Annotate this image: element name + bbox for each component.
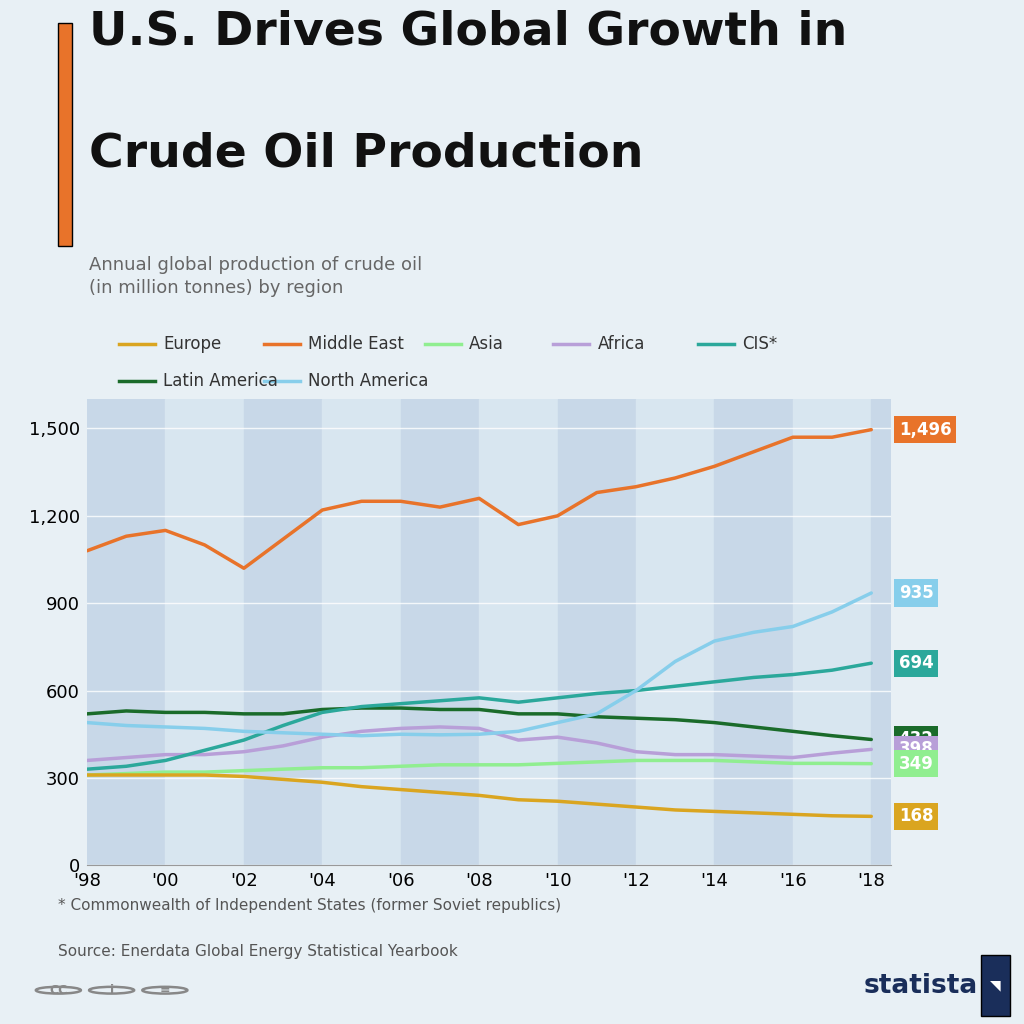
Bar <box>558 399 636 865</box>
Text: 1,496: 1,496 <box>899 421 951 438</box>
Bar <box>715 399 793 865</box>
Bar <box>400 399 479 865</box>
Text: CC: CC <box>49 984 68 996</box>
Text: Latin America: Latin America <box>164 372 279 390</box>
Bar <box>479 399 558 865</box>
FancyBboxPatch shape <box>981 954 1010 1016</box>
Text: Asia: Asia <box>469 335 504 353</box>
Text: ◥: ◥ <box>990 979 1000 992</box>
Text: North America: North America <box>308 372 428 390</box>
Text: 694: 694 <box>899 654 934 672</box>
Bar <box>244 399 323 865</box>
Text: i: i <box>110 984 114 996</box>
Bar <box>871 399 949 865</box>
Text: Africa: Africa <box>597 335 645 353</box>
Text: 349: 349 <box>899 755 934 773</box>
Text: Annual global production of crude oil
(in million tonnes) by region: Annual global production of crude oil (i… <box>89 256 422 297</box>
Bar <box>87 399 166 865</box>
Text: Source: Enerdata Global Energy Statistical Yearbook: Source: Enerdata Global Energy Statistic… <box>58 944 458 959</box>
Bar <box>636 399 715 865</box>
Text: Crude Oil Production: Crude Oil Production <box>89 131 644 176</box>
Text: CIS*: CIS* <box>742 335 777 353</box>
Text: 432: 432 <box>899 730 934 749</box>
Text: 398: 398 <box>899 740 934 759</box>
Text: * Commonwealth of Independent States (former Soviet republics): * Commonwealth of Independent States (fo… <box>58 898 561 913</box>
Text: Europe: Europe <box>164 335 221 353</box>
Bar <box>793 399 871 865</box>
Text: 168: 168 <box>899 807 933 825</box>
Text: U.S. Drives Global Growth in: U.S. Drives Global Growth in <box>89 10 848 55</box>
Text: statista: statista <box>863 973 978 998</box>
Text: Middle East: Middle East <box>308 335 404 353</box>
Text: =: = <box>160 984 170 996</box>
Bar <box>323 399 400 865</box>
Bar <box>166 399 244 865</box>
FancyBboxPatch shape <box>58 23 72 246</box>
Text: 935: 935 <box>899 584 934 602</box>
